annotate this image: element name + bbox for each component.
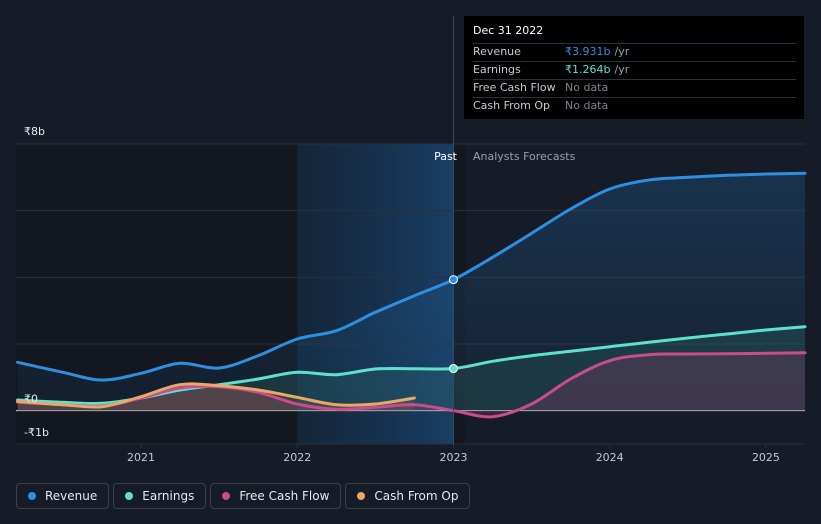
tooltip-unit: /yr [614, 63, 630, 76]
tooltip-row-cash-from-op: Cash From Op No data [473, 97, 796, 115]
tooltip-value: No data [565, 99, 609, 112]
y-axis-labels: ₹8b ₹0 -₹1b [24, 125, 49, 439]
legend-item-revenue[interactable]: Revenue [16, 483, 110, 509]
legend: Revenue Earnings Free Cash Flow Cash From O… [16, 483, 474, 509]
legend-dot-icon [28, 492, 36, 500]
x-tick-label: 2022 [283, 451, 311, 464]
earnings-marker[interactable] [448, 364, 458, 374]
x-tick-label: 2023 [439, 451, 467, 464]
legend-item-free-cash-flow[interactable]: Free Cash Flow [210, 483, 342, 509]
series-markers [448, 275, 458, 374]
tooltip-date: Dec 31 2022 [473, 24, 544, 37]
legend-label: Cash From Op [374, 489, 459, 503]
tooltip-unit: /yr [614, 45, 630, 58]
series-lines [16, 171, 807, 419]
y-tick-label: -₹1b [24, 426, 49, 439]
legend-label: Revenue [45, 489, 98, 503]
tooltip-row-earnings: Earnings ₹1.264b/yr [473, 61, 796, 79]
y-tick-label: ₹8b [24, 125, 45, 138]
legend-dot-icon [125, 492, 134, 500]
cash-from-op-line [16, 382, 416, 409]
tooltip: Dec 31 2022 Revenue ₹3.931b/yr Earnings ₹1.… [464, 16, 804, 119]
tooltip-label: Free Cash Flow [473, 81, 556, 94]
tooltip-row-revenue: Revenue ₹3.931b/yr [473, 43, 796, 61]
tooltip-row-free-cash-flow: Free Cash Flow No data [473, 79, 796, 97]
tooltip-label: Revenue [473, 45, 521, 58]
legend-label: Earnings [142, 489, 195, 503]
x-tick-label: 2021 [127, 451, 155, 464]
revenue-marker[interactable] [448, 275, 458, 285]
free-cash-flow-area [17, 352, 806, 417]
forecast-label: Analysts Forecasts [473, 150, 576, 163]
legend-dot-icon [357, 492, 366, 500]
legend-item-cash-from-op[interactable]: Cash From Op [345, 483, 471, 509]
legend-item-earnings[interactable]: Earnings [113, 483, 207, 509]
tooltip-value: ₹1.264b [565, 63, 611, 76]
x-tick-label: 2024 [596, 451, 624, 464]
y-tick-label: ₹0 [24, 393, 38, 406]
revenue-area [17, 173, 806, 411]
tooltip-value: ₹3.931b [565, 45, 611, 58]
tooltip-label: Earnings [473, 63, 521, 76]
chart: ₹8b ₹0 -₹1b 2021 2022 2023 2024 2025 Past Anal… [16, 16, 807, 464]
revenue-line [16, 171, 807, 382]
x-axis-labels: 2021 2022 2023 2024 2025 [127, 444, 780, 464]
x-tick-label: 2025 [752, 451, 780, 464]
past-label: Past [434, 150, 458, 163]
tooltip-label: Cash From Op [473, 99, 551, 112]
legend-label: Free Cash Flow [239, 489, 330, 503]
free-cash-flow-line [16, 351, 807, 419]
tooltip-value: No data [565, 81, 609, 94]
legend-dot-icon [222, 492, 231, 500]
